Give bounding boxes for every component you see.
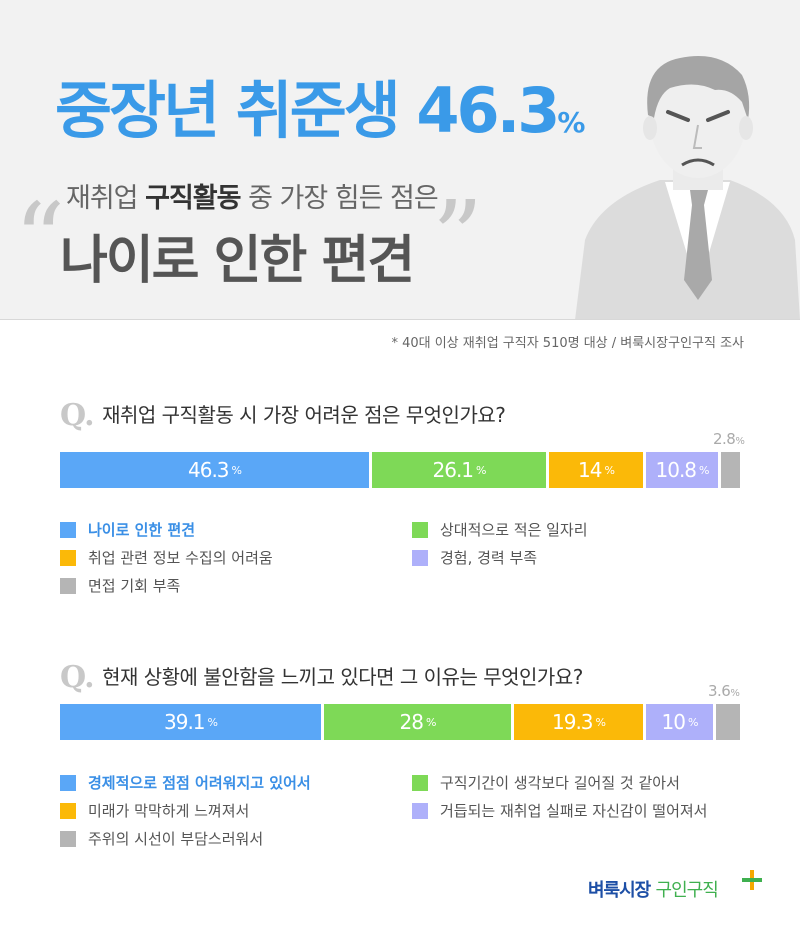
bar-value-label: 26.1: [432, 458, 475, 482]
subtitle-pre: 재취업: [66, 183, 146, 214]
chart1-legend-4: 경험, 경력 부족: [412, 547, 537, 568]
subtitle-bold: 구직활동: [145, 183, 241, 214]
chart2-legend-3: 미래가 막막하게 느껴져서: [60, 800, 249, 821]
chart1-small-value: 2.8: [713, 430, 736, 448]
survey-source-note: * 40대 이상 재취업 구직자 510명 대상 / 벼룩시장구인구직 조사: [391, 336, 744, 351]
bar-value-label: 19.3: [552, 710, 594, 734]
chart1-bar-segment-5: [721, 452, 740, 488]
legend-swatch: [412, 774, 428, 791]
chart1-legend-5: 면접 기회 부족: [60, 575, 180, 596]
bar-value-unit: %: [476, 463, 487, 477]
chart1-bar-segment-1: 46.3%: [60, 452, 369, 488]
chart1-small-unit: %: [735, 436, 745, 447]
legend-swatch: [412, 549, 428, 566]
chart2-legend-5: 주위의 시선이 부담스러워서: [60, 828, 263, 849]
legend-label: 구직기간이 생각보다 길어질 것 같아서: [440, 774, 680, 792]
open-quote-mark: “: [14, 181, 66, 298]
chart1-small-value-label: 2.8%: [713, 430, 745, 448]
header-banner: 중장년 취준생 46.3% 재취업 구직활동 중 가장 힘든 점은 “ 나이로 …: [0, 0, 800, 320]
chart1-bar-segment-3: 14%: [549, 452, 643, 488]
chart1-bar-segment-4: 10.8%: [646, 452, 718, 488]
bar-value-label: 14: [578, 458, 602, 482]
logo-part2: 구인구직: [655, 880, 719, 901]
chart1-legend-3: 취업 관련 정보 수집의 어려움: [60, 547, 273, 568]
chart1-legend-2: 상대적으로 적은 일자리: [412, 519, 588, 540]
legend-label: 주위의 시선이 부담스러워서: [88, 830, 264, 848]
bar-value-unit: %: [699, 463, 710, 477]
chart2-bar-segment-1: 39.1%: [60, 704, 321, 740]
chart1-legend-1: 나이로 인한 편견: [60, 519, 195, 540]
headline-text: 중장년 취준생 46.3: [55, 74, 560, 147]
chart2-bar-segment-3: 19.3%: [514, 704, 643, 740]
brand-logo: 벼룩시장 구인구직: [588, 876, 719, 902]
legend-swatch: [60, 549, 76, 566]
subtitle-post: 중 가장 힘든 점은: [240, 183, 439, 214]
legend-label: 경제적으로 점점 어려워지고 있어서: [88, 774, 311, 792]
close-quote-mark: ”: [432, 179, 484, 296]
legend-swatch: [60, 774, 76, 791]
chart2-small-value-label: 3.6%: [708, 682, 740, 700]
chart2-bar-segment-5: [716, 704, 740, 740]
legend-label: 면접 기회 부족: [88, 577, 181, 595]
bar-value-label: 10: [661, 710, 686, 734]
q-mark-icon: Q.: [60, 660, 95, 695]
legend-swatch: [60, 521, 76, 538]
legend-label: 거듭되는 재취업 실패로 자신감이 떨어져서: [440, 802, 708, 820]
question-2: Q. 현재 상황에 불안함을 느끼고 있다면 그 이유는 무엇인가요?: [60, 660, 583, 695]
question-1-text: 재취업 구직활동 시 가장 어려운 점은 무엇인가요?: [102, 403, 506, 427]
bar-value-label: 39.1: [164, 710, 206, 734]
q-mark-icon: Q.: [60, 398, 95, 433]
subtitle: 재취업 구직활동 중 가장 힘든 점은: [66, 176, 439, 215]
legend-swatch: [412, 521, 428, 538]
logo-part1: 벼룩시장: [588, 880, 656, 901]
chart2-stacked-bar: 39.1% 28% 19.3% 10%: [60, 704, 740, 740]
bar-value-unit: %: [604, 463, 616, 477]
legend-swatch: [60, 802, 76, 819]
legend-swatch: [60, 577, 76, 594]
question-1: Q. 재취업 구직활동 시 가장 어려운 점은 무엇인가요?: [60, 398, 506, 433]
chart1-bar-segment-2: 26.1%: [372, 452, 546, 488]
legend-label: 상대적으로 적은 일자리: [440, 521, 588, 539]
legend-label: 취업 관련 정보 수집의 어려움: [88, 549, 273, 567]
legend-swatch: [412, 802, 428, 819]
bar-value-unit: %: [688, 715, 699, 729]
main-quote: 나이로 인한 편견: [60, 231, 415, 291]
headline: 중장년 취준생 46.3%: [55, 60, 585, 150]
chart2-bar-segment-4: 10%: [646, 704, 713, 740]
chart2-bar-segment-2: 28%: [324, 704, 511, 740]
chart2-legend-4: 거듭되는 재취업 실패로 자신감이 떨어져서: [412, 800, 707, 821]
businessman-illustration: [575, 56, 800, 319]
bar-value-unit: %: [207, 715, 219, 729]
legend-swatch: [60, 830, 76, 847]
bar-value-label: 46.3: [188, 458, 230, 482]
logo-plus-icon: [742, 870, 762, 890]
chart2-legend-1: 경제적으로 점점 어려워지고 있어서: [60, 772, 311, 793]
bar-value-label: 10.8: [655, 458, 698, 482]
chart2-small-unit: %: [730, 688, 740, 699]
legend-label: 경험, 경력 부족: [440, 549, 538, 567]
chart2-legend-2: 구직기간이 생각보다 길어질 것 같아서: [412, 772, 680, 793]
bar-value-unit: %: [231, 463, 243, 477]
bar-value-unit: %: [426, 715, 437, 729]
chart2-small-value: 3.6: [708, 682, 731, 700]
bar-value-unit: %: [595, 715, 607, 729]
question-2-text: 현재 상황에 불안함을 느끼고 있다면 그 이유는 무엇인가요?: [102, 665, 583, 689]
bar-value-label: 28: [399, 710, 424, 734]
headline-unit: %: [557, 106, 586, 139]
chart1-stacked-bar: 46.3% 26.1% 14% 10.8%: [60, 452, 740, 488]
legend-label: 나이로 인한 편견: [88, 521, 196, 539]
legend-label: 미래가 막막하게 느껴져서: [88, 802, 250, 820]
